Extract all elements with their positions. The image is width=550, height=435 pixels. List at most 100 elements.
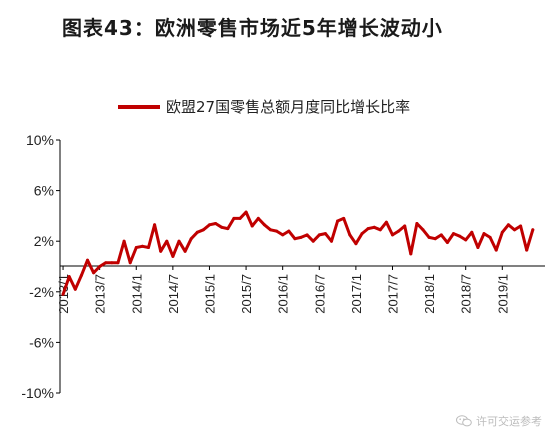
data-point bbox=[232, 216, 236, 220]
data-point bbox=[256, 216, 260, 220]
data-point bbox=[98, 265, 102, 268]
x-tick-label: 2018/7 bbox=[459, 274, 474, 314]
data-point bbox=[281, 233, 285, 237]
data-point bbox=[214, 222, 218, 225]
data-point bbox=[513, 228, 516, 232]
legend-label: 欧盟27国零售总额月度同比增长比率 bbox=[166, 98, 411, 116]
data-point bbox=[147, 246, 150, 249]
data-point bbox=[397, 229, 401, 233]
data-point bbox=[415, 222, 419, 225]
x-tick-label: 2016/7 bbox=[312, 274, 327, 314]
data-point bbox=[159, 249, 163, 253]
data-point bbox=[61, 292, 65, 296]
data-point bbox=[409, 252, 413, 256]
data-point bbox=[73, 287, 77, 291]
data-point bbox=[287, 229, 291, 233]
data-point bbox=[427, 235, 431, 239]
data-point bbox=[531, 228, 535, 232]
data-point bbox=[330, 239, 333, 243]
data-point bbox=[79, 273, 83, 277]
data-point bbox=[183, 249, 187, 253]
data-point bbox=[452, 232, 455, 236]
data-point bbox=[195, 230, 199, 234]
data-point bbox=[384, 220, 388, 224]
data-point bbox=[323, 232, 327, 236]
data-point bbox=[391, 233, 394, 237]
legend-swatch bbox=[118, 104, 160, 109]
x-tick-label: 2015/7 bbox=[239, 274, 254, 314]
data-point bbox=[305, 233, 309, 237]
x-tick-label: 2018/1 bbox=[422, 274, 437, 314]
data-point bbox=[165, 239, 169, 243]
data-point bbox=[433, 237, 437, 241]
data-point bbox=[238, 216, 242, 220]
data-point bbox=[153, 223, 157, 227]
x-tick-label: 2014/1 bbox=[129, 274, 144, 314]
data-point bbox=[293, 237, 297, 241]
data-point bbox=[177, 239, 181, 243]
data-point bbox=[445, 241, 449, 244]
data-point bbox=[336, 219, 340, 223]
data-point bbox=[506, 223, 510, 227]
data-point bbox=[67, 275, 71, 279]
data-point bbox=[372, 225, 376, 229]
watermark: 许可交运参考 bbox=[456, 413, 542, 429]
wechat-icon bbox=[456, 415, 472, 427]
data-point bbox=[140, 244, 144, 248]
data-point bbox=[269, 228, 272, 232]
data-point bbox=[458, 234, 462, 238]
data-point bbox=[439, 233, 443, 237]
y-tick-label: -10% bbox=[21, 385, 54, 401]
y-tick-label: 10% bbox=[26, 132, 54, 148]
data-point bbox=[519, 224, 523, 228]
chart-legend: 欧盟27国零售总额月度同比增长比率 bbox=[118, 96, 410, 117]
data-point bbox=[275, 229, 279, 233]
data-point bbox=[110, 261, 114, 265]
y-tick-label: -2% bbox=[29, 284, 54, 300]
data-point bbox=[86, 258, 89, 262]
data-point bbox=[92, 271, 96, 275]
x-tick-label: 2017/7 bbox=[385, 274, 400, 314]
data-point bbox=[116, 261, 120, 265]
chart-title: 图表43：欧洲零售市场近5年增长波动小 bbox=[62, 16, 443, 40]
data-point bbox=[226, 227, 230, 231]
data-point bbox=[122, 239, 126, 243]
data-point bbox=[464, 238, 468, 242]
data-point bbox=[299, 235, 303, 239]
x-tick-label: 2019/1 bbox=[495, 274, 510, 314]
watermark-text: 许可交运参考 bbox=[476, 415, 542, 428]
data-point bbox=[500, 230, 504, 234]
data-point bbox=[201, 228, 205, 232]
data-point bbox=[342, 216, 346, 220]
x-tick-label: 2015/1 bbox=[202, 274, 217, 314]
data-point bbox=[208, 223, 211, 227]
data-point bbox=[403, 224, 407, 228]
data-point bbox=[476, 246, 480, 249]
data-point bbox=[220, 225, 224, 229]
data-point bbox=[488, 235, 492, 239]
x-tick-label: 2016/1 bbox=[276, 274, 291, 314]
data-point bbox=[244, 210, 248, 214]
x-tick-label: 2014/7 bbox=[166, 274, 181, 314]
data-point bbox=[525, 248, 529, 252]
data-point bbox=[482, 232, 486, 236]
data-point bbox=[311, 239, 315, 243]
data-point bbox=[171, 254, 175, 258]
data-point bbox=[134, 246, 138, 249]
data-point bbox=[470, 230, 474, 234]
data-point bbox=[348, 233, 352, 237]
data-point bbox=[250, 224, 254, 228]
data-point bbox=[128, 261, 132, 265]
y-tick-label: 2% bbox=[34, 233, 54, 249]
x-tick-label: 2013/7 bbox=[93, 274, 108, 314]
y-tick-label: -6% bbox=[29, 334, 54, 350]
y-tick-label: 6% bbox=[34, 183, 54, 199]
data-point bbox=[189, 237, 193, 241]
data-point bbox=[421, 228, 425, 232]
data-point bbox=[262, 223, 266, 227]
x-tick-label: 2017/1 bbox=[349, 274, 364, 314]
data-point bbox=[378, 228, 382, 232]
data-point bbox=[494, 248, 498, 252]
data-point bbox=[360, 232, 364, 236]
